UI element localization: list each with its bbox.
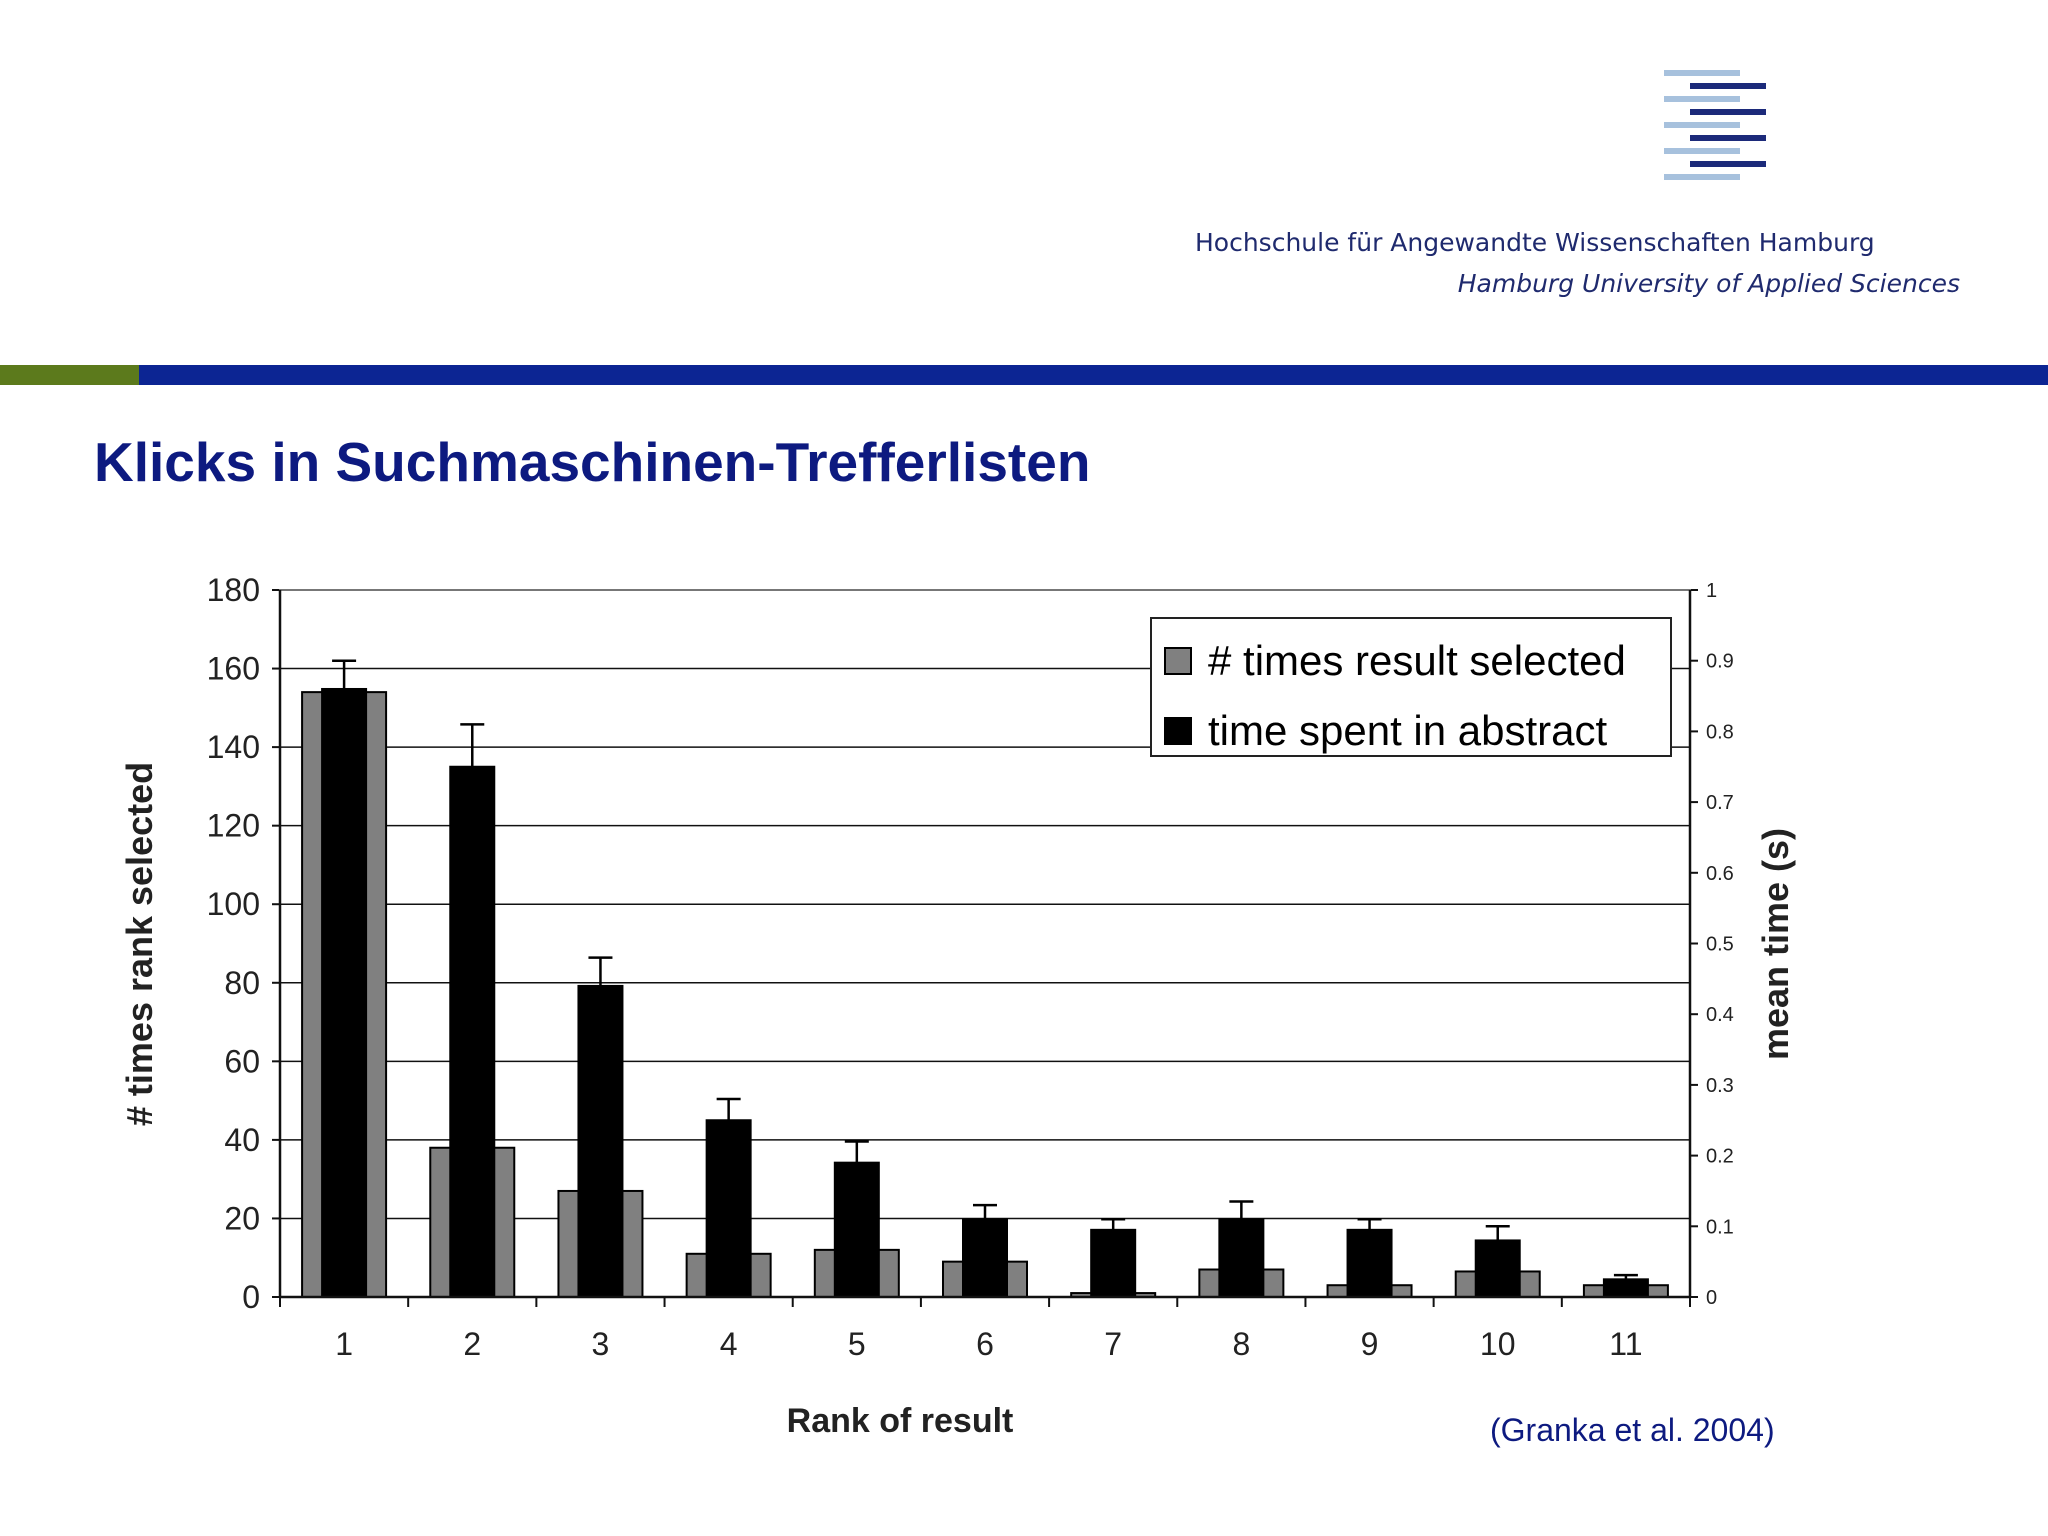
bar-time-spent [1218, 1218, 1265, 1298]
y-tick-label-right: 0 [1706, 1287, 1717, 1309]
bar-time-spent [321, 687, 368, 1298]
x-tick-label: 6 [976, 1326, 994, 1362]
y-tick-label-left: 100 [207, 886, 260, 922]
header-band-green [0, 365, 139, 385]
legend-swatch-black [1164, 717, 1192, 745]
y-tick-label-left: 180 [207, 572, 260, 608]
x-tick-label: 8 [1232, 1326, 1250, 1362]
y-tick-label-right: 1 [1706, 580, 1717, 602]
bar-time-spent [1602, 1278, 1649, 1298]
bar-time-spent [449, 765, 496, 1298]
y-axis-label-left: # times rank selected [119, 762, 160, 1126]
y-tick-label-right: 0.3 [1706, 1075, 1734, 1097]
bar-time-spent [1090, 1228, 1137, 1298]
x-tick-label: 2 [463, 1326, 481, 1362]
logo-stripe-dark [1690, 161, 1766, 167]
citation: (Granka et al. 2004) [1490, 1412, 1775, 1448]
x-tick-label: 4 [720, 1326, 738, 1362]
y-tick-label-right: 0.8 [1706, 721, 1734, 743]
y-tick-label-left: 160 [207, 651, 260, 687]
chart-legend: # times result selected time spent in ab… [1150, 617, 1672, 757]
y-tick-label-right: 0.9 [1706, 651, 1734, 673]
y-tick-label-left: 40 [224, 1122, 260, 1158]
x-axis-label: Rank of result [787, 1402, 1014, 1440]
x-tick-label: 9 [1361, 1326, 1379, 1362]
logo-stripe-dark [1690, 135, 1766, 141]
chart-tick-labels: 0 20 40 60 80 100 120 140 160 180 0 0.1 0.2 0.3 0.4 0.5… [207, 572, 1734, 1362]
y-tick-label-left: 60 [224, 1043, 260, 1079]
haw-hamburg-logo-icon [1664, 70, 1766, 180]
x-tick-label: 1 [335, 1326, 353, 1362]
university-name-english: Hamburg University of Applied Sciences [1457, 269, 1960, 298]
legend-item-times-selected: # times result selected [1164, 637, 1626, 685]
y-tick-label-right: 0.4 [1706, 1004, 1734, 1026]
bar-time-spent [577, 984, 624, 1298]
header-band-blue [139, 365, 2048, 385]
bar-time-spent [1346, 1228, 1393, 1298]
x-tick-label: 10 [1480, 1326, 1516, 1362]
legend-item-time-spent: time spent in abstract [1164, 707, 1607, 755]
bar-time-spent [833, 1161, 880, 1299]
legend-label-times-selected: # times result selected [1208, 637, 1626, 684]
y-tick-label-right: 0.2 [1706, 1146, 1734, 1168]
y-tick-label-left: 0 [242, 1279, 260, 1315]
y-tick-label-left: 80 [224, 965, 260, 1001]
logo-stripe-dark [1690, 109, 1766, 115]
y-tick-label-right: 0.1 [1706, 1216, 1734, 1238]
y-tick-label-left: 20 [224, 1200, 260, 1236]
slide-title: Klicks in Suchmaschinen-Trefferlisten [94, 431, 1091, 493]
x-tick-label: 3 [592, 1326, 610, 1362]
bar-time-spent [1474, 1239, 1521, 1298]
y-tick-label-right: 0.5 [1706, 934, 1734, 956]
x-tick-label: 5 [848, 1326, 866, 1362]
logo-stripe-light [1664, 96, 1740, 102]
y-tick-label-left: 120 [207, 808, 260, 844]
chart-axes [272, 589, 1698, 1307]
logo-stripe-light [1664, 148, 1740, 154]
university-name-german: Hochschule für Angewandte Wissenschaften… [1195, 228, 1875, 257]
logo-stripe-light [1664, 70, 1740, 76]
x-tick-label: 11 [1609, 1326, 1642, 1362]
logo-stripe-dark [1690, 83, 1766, 89]
bar-time-spent [705, 1119, 752, 1298]
bar-time-spent [962, 1218, 1008, 1298]
x-tick-label: 7 [1104, 1326, 1122, 1362]
logo-stripe-light [1664, 122, 1740, 128]
y-axis-label-right: mean time (s) [1755, 828, 1796, 1060]
y-tick-label-right: 0.7 [1706, 792, 1734, 814]
chart-bars [301, 659, 1669, 1299]
y-tick-label-right: 0.6 [1706, 863, 1734, 885]
logo-stripe-light [1664, 174, 1740, 180]
legend-swatch-gray [1164, 647, 1192, 675]
y-tick-label-left: 140 [207, 729, 260, 765]
legend-label-time-spent: time spent in abstract [1208, 707, 1608, 754]
